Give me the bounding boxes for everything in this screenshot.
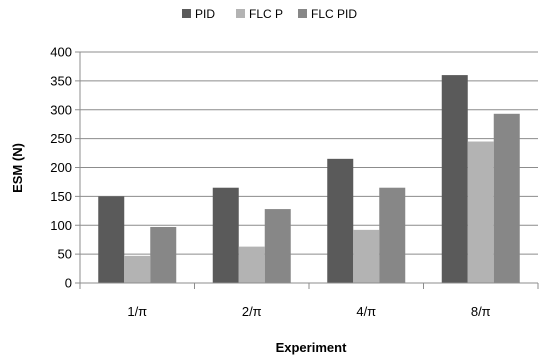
bar-flc-pid bbox=[150, 226, 177, 283]
bar-pid bbox=[212, 187, 239, 283]
bar-flc-p bbox=[124, 255, 151, 283]
y-tick-label: 150 bbox=[50, 189, 72, 204]
bar-pid bbox=[441, 75, 468, 283]
y-tick-label: 100 bbox=[50, 218, 72, 233]
bar-flc-pid bbox=[264, 209, 291, 283]
y-tick-label: 400 bbox=[50, 45, 72, 60]
x-tick-label: 4/π bbox=[356, 304, 376, 319]
bar-flc-p bbox=[467, 141, 494, 283]
legend-label: PID bbox=[195, 7, 215, 21]
y-tick-label: 300 bbox=[50, 102, 72, 117]
y-axis-title: ESM (N) bbox=[10, 143, 25, 193]
legend-swatch bbox=[236, 9, 245, 18]
legend: PID FLC P FLC PID bbox=[182, 7, 357, 21]
bar-pid bbox=[327, 158, 354, 283]
bar-flc-pid bbox=[379, 187, 406, 283]
y-tick-label: 0 bbox=[65, 276, 72, 291]
y-tick-label: 350 bbox=[50, 73, 72, 88]
legend-swatch bbox=[298, 9, 307, 18]
axes bbox=[75, 51, 539, 289]
x-tick-label: 8/π bbox=[471, 304, 491, 319]
legend-label: FLC PID bbox=[311, 7, 357, 21]
legend-swatch bbox=[182, 9, 191, 18]
x-tick-label: 1/π bbox=[127, 304, 147, 319]
bar-flc-p bbox=[353, 229, 380, 283]
bar-pid bbox=[98, 196, 125, 283]
y-tick-labels: 0 50 100 150 200 250 300 350 400 bbox=[50, 45, 72, 291]
y-tick-label: 250 bbox=[50, 131, 72, 146]
gridlines bbox=[80, 51, 538, 255]
bar-flc-pid bbox=[493, 113, 520, 283]
bars bbox=[98, 75, 520, 283]
x-axis-title: Experiment bbox=[276, 340, 347, 355]
x-tick-label: 2/π bbox=[242, 304, 262, 319]
x-tick-labels: 1/π 2/π 4/π 8/π bbox=[127, 304, 490, 319]
y-tick-label: 200 bbox=[50, 160, 72, 175]
y-tick-label: 50 bbox=[58, 247, 72, 262]
bar-flc-p bbox=[238, 246, 265, 283]
legend-label: FLC P bbox=[249, 7, 283, 21]
